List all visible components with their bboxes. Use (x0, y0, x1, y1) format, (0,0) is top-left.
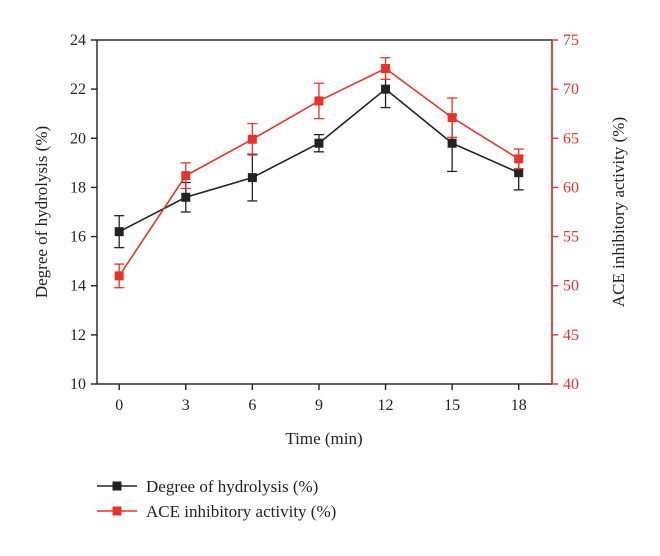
left-y-axis-title: Degree of hydrolysis (%) (32, 126, 51, 298)
legend-label-hydrolysis: Degree of hydrolysis (%) (146, 477, 318, 496)
legend-marker-ace (112, 506, 122, 516)
data-point-ace (381, 64, 391, 74)
right-y-tick-label: 55 (563, 229, 579, 246)
right-y-tick-label: 70 (563, 81, 579, 98)
right-y-tick-label: 65 (563, 130, 579, 147)
legend-label-ace: ACE inhibitory activity (%) (146, 502, 336, 521)
data-point-hydrolysis (181, 192, 191, 202)
right-y-tick-label: 75 (563, 32, 579, 49)
right-y-axis-title: ACE inhibitory activity (%) (609, 117, 628, 307)
x-axis: 0 3 6 9 12 15 18 (115, 384, 527, 414)
data-point-ace (514, 154, 524, 164)
left-y-tick-label: 20 (70, 130, 86, 147)
left-y-tick-label: 24 (70, 32, 86, 49)
right-y-tick-label: 40 (563, 376, 579, 393)
left-y-tick-label: 18 (70, 179, 86, 196)
x-tick-label: 9 (315, 397, 323, 414)
right-y-axis: 40 45 50 55 60 65 70 75 (552, 32, 579, 393)
data-point-hydrolysis (514, 168, 524, 178)
x-tick-label: 6 (248, 397, 256, 414)
x-tick-label: 12 (378, 397, 394, 414)
data-point-hydrolysis (247, 173, 257, 183)
data-point-ace (181, 171, 191, 181)
data-point-ace (247, 134, 257, 144)
right-y-tick-label: 45 (563, 327, 579, 344)
data-point-hydrolysis (381, 84, 391, 94)
x-tick-label: 15 (444, 397, 460, 414)
right-y-tick-label: 50 (563, 278, 579, 295)
left-y-tick-label: 12 (70, 327, 86, 344)
legend-marker-hydrolysis (112, 481, 122, 491)
series-layer (114, 57, 524, 289)
x-tick-label: 3 (182, 397, 190, 414)
left-y-tick-label: 22 (70, 81, 86, 98)
left-y-axis: 10 12 14 16 18 20 22 24 (70, 32, 97, 393)
data-point-ace (447, 113, 457, 123)
data-point-hydrolysis (114, 227, 124, 237)
x-tick-label: 0 (115, 397, 123, 414)
left-y-tick-label: 16 (70, 229, 86, 246)
x-tick-label: 18 (511, 397, 527, 414)
left-y-tick-label: 14 (70, 278, 86, 295)
plot-frame (96, 39, 553, 385)
legend: Degree of hydrolysis (%) ACE inhibitory a… (97, 477, 336, 521)
data-point-ace (114, 271, 124, 281)
right-y-tick-label: 60 (563, 179, 579, 196)
left-y-tick-label: 10 (70, 376, 86, 393)
data-point-hydrolysis (447, 138, 457, 148)
data-point-ace (314, 96, 324, 106)
x-axis-title: Time (min) (285, 429, 362, 448)
data-point-hydrolysis (314, 138, 324, 148)
